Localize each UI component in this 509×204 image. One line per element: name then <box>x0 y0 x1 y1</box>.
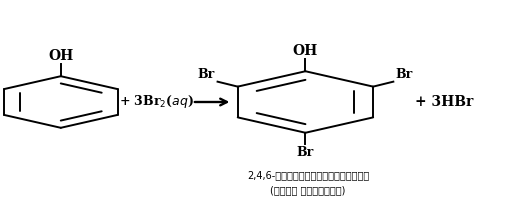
Text: (सफेद अवक्षेप): (सफेद अवक्षेप) <box>270 185 345 195</box>
Text: OH: OH <box>292 44 318 58</box>
Text: Br: Br <box>296 146 314 159</box>
Text: Br: Br <box>395 68 412 81</box>
Text: + 3Br$_2$($aq$): + 3Br$_2$($aq$) <box>119 93 194 111</box>
Text: OH: OH <box>48 49 73 63</box>
Text: + 3HBr: + 3HBr <box>414 95 472 109</box>
Text: 2,4,6-ट्राइब्रोमोफीनॉल: 2,4,6-ट्राइब्रोमोफीनॉल <box>246 170 369 180</box>
Text: Br: Br <box>197 68 215 81</box>
